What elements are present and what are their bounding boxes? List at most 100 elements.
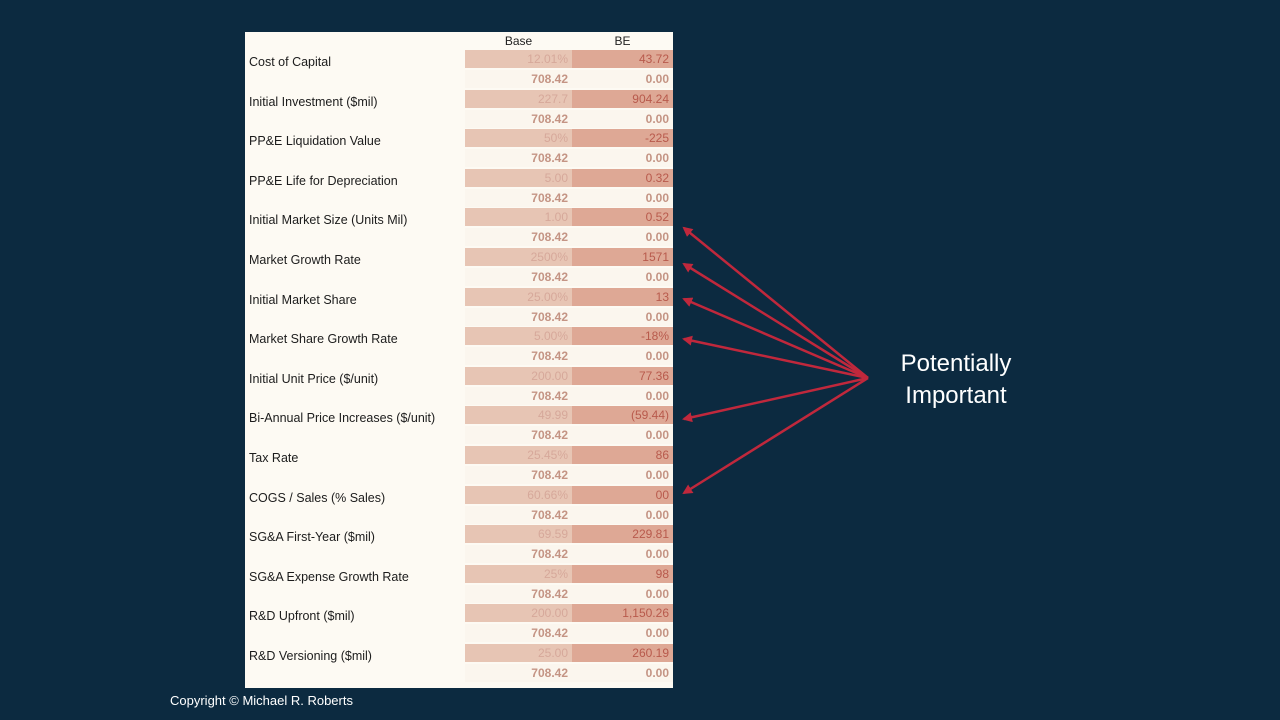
- base-value-cell: 25.45%: [465, 446, 572, 464]
- table-row: COGS / Sales (% Sales) 60.66% 00 708.42 0.00: [245, 485, 673, 525]
- breakeven-value-cell: -225: [572, 129, 673, 148]
- table-row: Initial Unit Price ($/unit) 200.00 77.36 70…: [245, 366, 673, 406]
- row-label: R&D Upfront ($mil): [249, 609, 355, 624]
- base-value-cell: 12.01%: [465, 50, 572, 68]
- breakeven-value-cell: 13: [572, 287, 673, 306]
- column-header-be: BE: [614, 34, 631, 48]
- breakeven-npv-cell: 0.00: [572, 188, 673, 207]
- arrow-5: [682, 376, 869, 423]
- breakeven-value-cell: 98: [572, 564, 673, 583]
- breakeven-value-cell: 86: [572, 446, 673, 464]
- base-npv-cell: 708.42: [465, 426, 572, 445]
- base-value-cell: 227.7: [465, 89, 572, 108]
- base-npv-cell: 708.42: [465, 505, 572, 524]
- breakeven-npv-cell: 0.00: [572, 228, 673, 247]
- table-row: Cost of Capital 12.01% 43.72 708.42 0.00: [245, 49, 673, 89]
- callout-line-2: Important: [905, 382, 1007, 409]
- potentially-important-callout: Potentially Important: [870, 348, 1042, 412]
- breakeven-value-cell: (59.44): [572, 406, 673, 425]
- breakeven-value-cell: 229.81: [572, 525, 673, 544]
- base-npv-cell: 708.42: [465, 109, 572, 128]
- base-npv-cell: 708.42: [465, 307, 572, 326]
- row-label: Market Growth Rate: [249, 253, 361, 267]
- breakeven-value-cell: 1571: [572, 248, 673, 266]
- breakeven-npv-cell: 0.00: [572, 466, 673, 484]
- breakeven-value-cell: 904.24: [572, 89, 673, 108]
- table-row: Bi-Annual Price Increases ($/unit) 49.99(…: [245, 405, 673, 445]
- base-npv-cell: 708.42: [465, 228, 572, 247]
- table-row: Initial Investment ($mil) 227.7 904.24 708.…: [245, 89, 673, 129]
- base-value-cell: 2500%: [465, 248, 572, 266]
- breakeven-value-cell: 00: [572, 485, 673, 504]
- base-value-cell: 69.59: [465, 525, 572, 544]
- base-npv-cell: 708.42: [465, 347, 572, 366]
- base-value-cell: 200.00: [465, 366, 572, 385]
- breakeven-npv-cell: 0.00: [572, 426, 673, 445]
- row-label: R&D Versioning ($mil): [249, 649, 372, 663]
- breakeven-value-cell: 1,150.26: [572, 604, 673, 623]
- row-label: Initial Investment ($mil): [249, 94, 378, 109]
- breakeven-npv-cell: 0.00: [572, 505, 673, 524]
- row-label: Cost of Capital: [249, 55, 331, 69]
- breakeven-value-cell: 77.36: [572, 366, 673, 385]
- table-row: Initial Market Size (Units Mil) 1.00 0.52 7…: [245, 207, 673, 247]
- base-value-cell: 50%: [465, 129, 572, 148]
- breakeven-value-cell: -18%: [572, 327, 673, 346]
- breakeven-npv-cell: 0.00: [572, 307, 673, 326]
- breakeven-npv-cell: 0.00: [572, 70, 673, 88]
- arrow-6: [682, 376, 869, 495]
- base-value-cell: 5.00%: [465, 327, 572, 346]
- table-row: Tax Rate 25.45% 86 708.42 0.00: [245, 445, 673, 485]
- table-row: R&D Upfront ($mil) 200.00 1,150.26 708.42 0.…: [245, 603, 673, 643]
- arrow-3: [682, 297, 869, 380]
- base-npv-cell: 708.42: [465, 584, 572, 603]
- base-npv-cell: 708.42: [465, 624, 572, 643]
- breakeven-npv-cell: 0.00: [572, 149, 673, 168]
- base-npv-cell: 708.42: [465, 386, 572, 405]
- breakeven-npv-cell: 0.00: [572, 664, 673, 682]
- row-label: Initial Unit Price ($/unit): [249, 371, 379, 386]
- breakeven-value-cell: 43.72: [572, 50, 673, 68]
- table-row: SG&A Expense Growth Rate 25% 98 708.42 0.00: [245, 564, 673, 604]
- base-value-cell: 1.00: [465, 208, 572, 227]
- breakeven-npv-cell: 0.00: [572, 624, 673, 643]
- breakeven-npv-cell: 0.00: [572, 347, 673, 366]
- table-row: Market Growth Rate 2500% 1571 708.42 0.00: [245, 247, 673, 287]
- base-value-cell: 25.00%: [465, 287, 572, 306]
- breakeven-value-cell: 0.32: [572, 168, 673, 187]
- base-value-cell: 5.00: [465, 168, 572, 187]
- table-row: PP&E Life for Depreciation 5.00 0.32 708.42…: [245, 168, 673, 208]
- base-value-cell: 25%: [465, 564, 572, 583]
- breakeven-npv-cell: 0.00: [572, 109, 673, 128]
- breakeven-value-cell: 260.19: [572, 644, 673, 662]
- base-npv-cell: 708.42: [465, 545, 572, 564]
- sensitivity-table: Base BE Cost of Capital 12.01% 43.72 708.42…: [245, 32, 673, 688]
- base-npv-cell: 708.42: [465, 70, 572, 88]
- row-label: PP&E Life for Depreciation: [249, 173, 398, 188]
- base-npv-cell: 708.42: [465, 466, 572, 484]
- breakeven-npv-cell: 0.00: [572, 584, 673, 603]
- base-value-cell: 60.66%: [465, 485, 572, 504]
- breakeven-npv-cell: 0.00: [572, 268, 673, 286]
- row-label: PP&E Liquidation Value: [249, 134, 381, 149]
- base-npv-cell: 708.42: [465, 188, 572, 207]
- arrow-1: [682, 226, 869, 379]
- row-label: Initial Market Share: [249, 292, 357, 307]
- base-npv-cell: 708.42: [465, 149, 572, 168]
- table-row: Market Share Growth Rate 5.00% -18% 708.42 0…: [245, 326, 673, 366]
- table-row: R&D Versioning ($mil) 25.00 260.19 708.42 0.…: [245, 643, 673, 683]
- base-value-cell: 25.00: [465, 644, 572, 662]
- breakeven-npv-cell: 0.00: [572, 545, 673, 564]
- breakeven-value-cell: 0.52: [572, 208, 673, 227]
- table-row: Initial Market Share 25.00% 13 708.42 0.00: [245, 287, 673, 327]
- arrow-group: [682, 226, 869, 495]
- base-npv-cell: 708.42: [465, 268, 572, 286]
- row-label: SG&A First-Year ($mil): [249, 530, 375, 545]
- table-header: Base BE: [245, 32, 673, 49]
- row-label: COGS / Sales (% Sales): [249, 490, 386, 505]
- base-value-cell: 200.00: [465, 604, 572, 623]
- table-row: PP&E Liquidation Value 50% -225 708.42 0.00: [245, 128, 673, 168]
- row-label: SG&A Expense Growth Rate: [249, 569, 409, 584]
- table-row: SG&A First-Year ($mil) 69.59 229.81 708.42 0…: [245, 524, 673, 564]
- row-label: Initial Market Size (Units Mil): [249, 213, 408, 228]
